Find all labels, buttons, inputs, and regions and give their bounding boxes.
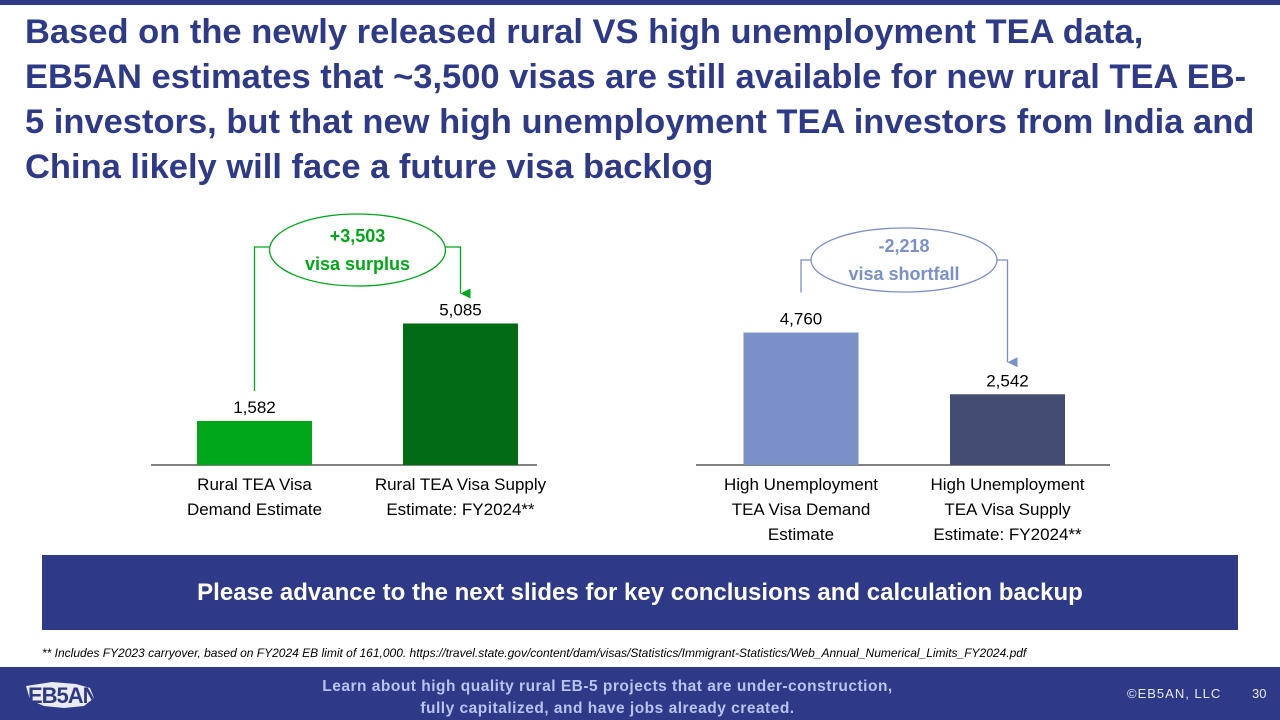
high-unemployment-category-label-2-line-1: High Unemployment: [930, 475, 1084, 494]
high-unemployment-connector-left: [800, 259, 813, 293]
high-unemployment-value-label-1: 4,760: [780, 310, 823, 329]
rural-bar-1: [197, 420, 312, 465]
high-unemployment-category-label-1-line-2: TEA Visa Demand: [732, 500, 871, 519]
high-unemployment-bar-2: [950, 394, 1065, 465]
rural-value-label-2: 5,085: [439, 300, 482, 319]
rural-category-label-1-line-2: Demand Estimate: [187, 500, 322, 519]
rural-category-label-2-line-1: Rural TEA Visa Supply: [375, 475, 547, 494]
rural-category-label-1-line-1: Rural TEA Visa: [197, 475, 312, 494]
rural-annotation-value: +3,503: [330, 226, 386, 246]
slide-title: Based on the newly released rural VS hig…: [25, 13, 1255, 186]
high-unemployment-annotation-text: visa shortfall: [848, 264, 959, 284]
bar-charts: 1,582 Rural TEA Visa Demand Estimate 5,085 R…: [151, 213, 1110, 544]
rural-category-label-2-line-2: Estimate: FY2024**: [386, 500, 535, 519]
footer-message-line-1: Learn about high quality rural EB-5 proj…: [322, 678, 893, 695]
rural-connector-left: [253, 246, 272, 391]
high-unemployment-annotation-ellipse: [810, 227, 998, 293]
high-unemployment-category-label-1-line-3: Estimate: [768, 525, 834, 544]
footnote: ** Includes FY2023 carryover, based on F…: [42, 646, 1027, 660]
high-unemployment-category-label-2-line-2: TEA Visa Supply: [944, 500, 1071, 519]
top-accent-bar: [0, 0, 1280, 5]
eb5an-logo: EB5AN: [26, 682, 99, 708]
footer-message-line-2: fully capitalized, and have jobs already…: [420, 700, 795, 717]
rural-annotation-ellipse: [268, 213, 447, 287]
rural-bar-2: [403, 323, 518, 465]
high-unemployment-bar-1: [743, 332, 859, 465]
high-unemployment-category-label-1-line-1: High Unemployment: [724, 475, 878, 494]
high-unemployment-connector-right: [995, 259, 1018, 368]
rural-value-label-1: 1,582: [233, 398, 276, 417]
copyright: ©EB5AN, LLC: [1127, 686, 1222, 701]
footer-bar: [0, 667, 1280, 720]
high-unemployment-annotation-value: -2,218: [878, 236, 929, 256]
page-number: 30: [1252, 686, 1267, 701]
footer-message: Learn about high quality rural EB-5 proj…: [260, 676, 955, 720]
rural-annotation-text: visa surplus: [305, 254, 410, 274]
logo-text: EB5AN: [28, 683, 98, 708]
high-unemployment-value-label-2: 2,542: [986, 371, 1029, 390]
rural-connector-right: [443, 246, 471, 299]
next-slides-banner: Please advance to the next slides for ke…: [42, 555, 1238, 630]
high-unemployment-category-label-2-line-3: Estimate: FY2024**: [933, 525, 1082, 544]
